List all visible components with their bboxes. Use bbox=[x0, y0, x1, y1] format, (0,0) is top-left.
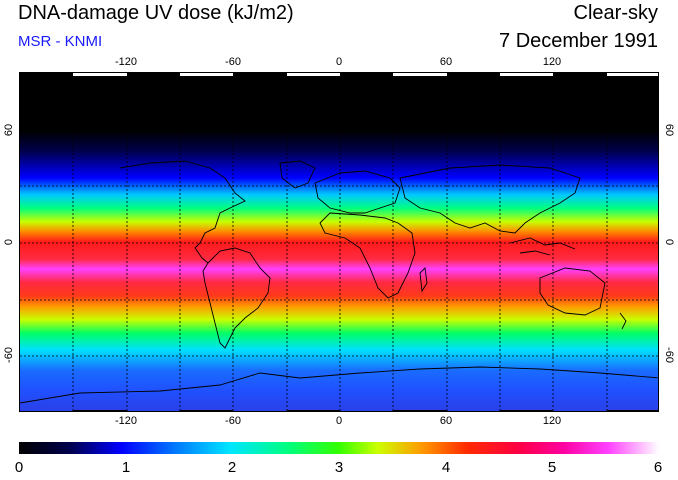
graticule bbox=[20, 73, 658, 411]
lat-tick-left: 60 bbox=[3, 123, 15, 137]
colorbar-label: 5 bbox=[547, 459, 557, 476]
lon-tick-bottom: 60 bbox=[439, 415, 453, 427]
map-overlay bbox=[20, 73, 658, 411]
lon-tick-top: 60 bbox=[439, 56, 453, 68]
lat-tick-left: -60 bbox=[3, 347, 15, 363]
lon-tick-top: -120 bbox=[114, 56, 138, 68]
frame-ticks-bottom bbox=[73, 410, 658, 411]
lat-tick-right: 0 bbox=[663, 238, 675, 246]
colorbar-label: 6 bbox=[653, 459, 663, 476]
uv-field-raster bbox=[20, 73, 658, 411]
lon-tick-bottom: -120 bbox=[114, 415, 138, 427]
date-label: 7 December 1991 bbox=[499, 30, 658, 52]
colorbar-label: 3 bbox=[334, 459, 344, 476]
source-label: MSR - KNMI bbox=[18, 33, 103, 50]
lat-tick-right: -60 bbox=[663, 347, 675, 363]
colorbar-label: 2 bbox=[227, 459, 237, 476]
colorbar bbox=[19, 442, 659, 454]
lon-tick-bottom: 120 bbox=[542, 415, 562, 427]
colorbar-label: 4 bbox=[441, 459, 451, 476]
lon-tick-top: -60 bbox=[225, 56, 241, 68]
lon-tick-top: 0 bbox=[335, 56, 343, 68]
sky-mode-label: Clear-sky bbox=[573, 2, 658, 24]
map-title: DNA-damage UV dose (kJ/m2) bbox=[18, 2, 294, 24]
lat-tick-right: 60 bbox=[663, 123, 675, 137]
colorbar-label: 1 bbox=[121, 459, 131, 476]
colorbar-label: 0 bbox=[14, 459, 24, 476]
lat-tick-left: 0 bbox=[3, 238, 15, 246]
lon-tick-bottom: -60 bbox=[225, 415, 241, 427]
lon-tick-top: 120 bbox=[542, 56, 562, 68]
lon-tick-bottom: 0 bbox=[335, 415, 343, 427]
uv-dose-map bbox=[19, 72, 659, 412]
coastlines bbox=[20, 160, 658, 404]
frame-ticks bbox=[73, 73, 658, 76]
